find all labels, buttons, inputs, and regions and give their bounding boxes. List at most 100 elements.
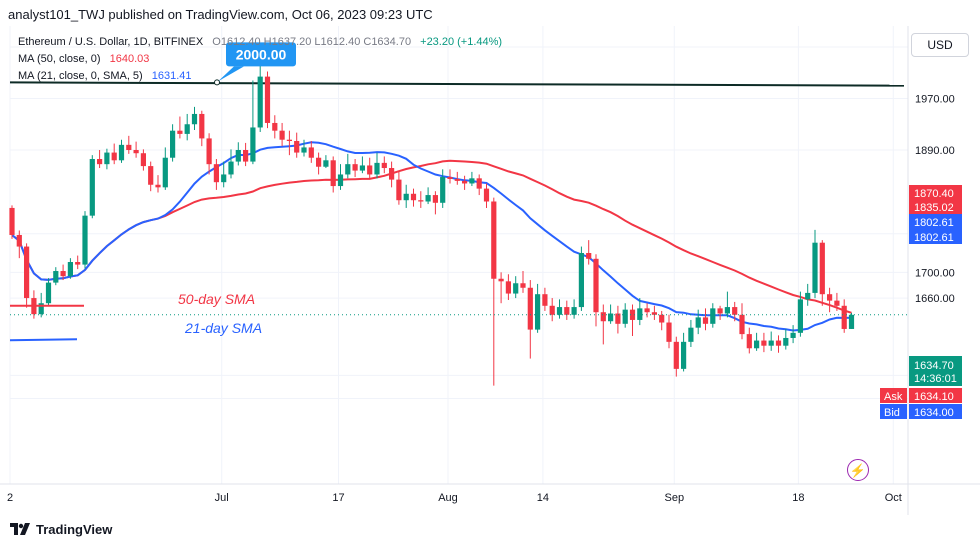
candle-body	[352, 164, 358, 171]
x-tick-label: 18	[792, 492, 804, 504]
candle-body	[629, 309, 636, 320]
legend-ma50-row[interactable]: MA (50, close, 0) 1640.03	[18, 51, 502, 68]
candle-body	[710, 308, 716, 324]
candle-body	[702, 317, 709, 324]
candle-body	[505, 281, 511, 294]
sma21-marker-segment	[9, 338, 78, 342]
candle-body	[337, 174, 344, 187]
price-tag-label: 1870.40	[914, 188, 954, 200]
candle-body	[323, 160, 329, 167]
change-value: +23.20 (+1.44%)	[420, 36, 503, 48]
candle-body	[301, 147, 307, 153]
candle-body	[783, 337, 789, 346]
candle-body	[651, 312, 657, 315]
candle-body	[45, 282, 52, 304]
candle-body	[586, 253, 592, 259]
candle-body	[359, 165, 365, 171]
callout-pointer	[218, 66, 244, 82]
candle-body	[520, 283, 526, 288]
candle-body	[67, 262, 73, 277]
chart-frame[interactable]: 2050.001970.001890.001760.001700.001660.…	[0, 26, 980, 515]
candle-body	[53, 271, 59, 283]
candle-body	[330, 160, 336, 187]
price-tag	[909, 185, 962, 200]
candle-body	[294, 140, 300, 153]
candle-body	[264, 76, 271, 123]
candle-body	[133, 150, 139, 154]
candle-body	[235, 150, 241, 162]
callout-label: 2000.00	[236, 46, 287, 62]
candle-body	[213, 164, 219, 183]
annotation-21-day-sma: 21-day SMA	[184, 320, 262, 336]
candle-body	[834, 300, 840, 306]
candle-body	[600, 312, 606, 322]
candle-body	[498, 278, 504, 282]
price-tag	[909, 229, 962, 244]
candle-body	[622, 309, 628, 324]
candle-body	[97, 159, 103, 165]
ma21-value: 1631.41	[151, 70, 192, 82]
x-tick-label: 2	[7, 492, 13, 504]
candle-body	[608, 313, 614, 322]
currency-selector[interactable]: USD	[911, 33, 969, 57]
tradingview-logo-icon	[10, 523, 30, 535]
candle-body	[374, 162, 380, 175]
x-tick-label: Aug	[438, 492, 458, 504]
candle-body	[527, 287, 533, 330]
candle-body	[819, 242, 825, 295]
candle-body	[272, 122, 278, 131]
candle-body	[688, 327, 694, 342]
candle-body	[644, 308, 650, 313]
y-tick-label: 1660.00	[915, 293, 955, 305]
candle-body	[199, 113, 205, 139]
sma50-line	[11, 159, 852, 314]
x-tick-label: Jul	[215, 492, 229, 504]
ma50-label: MA (50, close, 0)	[18, 53, 101, 65]
candle-body	[345, 164, 351, 175]
candle-body	[24, 246, 30, 299]
price-tag-label: 1835.02	[914, 202, 954, 214]
brand-name: TradingView	[36, 521, 113, 537]
candle-body	[118, 144, 125, 161]
candle-body	[155, 184, 161, 188]
candle-body	[432, 195, 438, 203]
candle-body	[447, 177, 453, 179]
candle-body	[162, 157, 168, 188]
candle-body	[746, 334, 752, 349]
quote-tag-value	[909, 388, 962, 403]
candle-body	[564, 307, 570, 315]
candle-body	[681, 341, 687, 369]
candle-body	[790, 332, 796, 338]
candle-body	[177, 130, 183, 134]
quote-tag-name	[880, 404, 907, 419]
x-tick-label: Sep	[665, 492, 685, 504]
candle-body	[440, 177, 446, 203]
candle-body	[549, 305, 555, 315]
candle-body	[827, 294, 833, 301]
candle-body	[462, 180, 468, 184]
candle-body	[535, 294, 541, 330]
quote-tag-value	[909, 404, 962, 419]
candlestick-chart[interactable]: 2050.001970.001890.001760.001700.001660.…	[0, 26, 980, 515]
candle-body	[797, 299, 803, 333]
candle-body	[111, 152, 117, 161]
candle-body	[739, 314, 745, 335]
last-price-label: 1634.70	[914, 360, 954, 372]
candle-body	[491, 201, 497, 279]
lightning-icon[interactable]: ⚡	[847, 459, 869, 481]
quote-tag-value-label: 1634.00	[914, 407, 954, 419]
candle-body	[148, 166, 154, 185]
candle-body	[89, 159, 95, 216]
candle-body	[476, 178, 482, 189]
candle-body	[578, 253, 584, 308]
legend-ma21-row[interactable]: MA (21, close, 0, SMA, 5) 1631.41	[18, 68, 502, 85]
symbol-label[interactable]: Ethereum / U.S. Dollar, 1D, BITFINEX	[18, 36, 204, 48]
candle-body	[60, 271, 66, 277]
ma50-value: 1640.03	[109, 53, 150, 65]
quote-tag-name-label: Bid	[884, 407, 900, 419]
candle-body	[316, 157, 322, 167]
x-tick-label: 17	[332, 492, 344, 504]
ma21-label: MA (21, close, 0, SMA, 5)	[18, 70, 143, 82]
sma21-line	[11, 141, 852, 332]
quote-tag-name	[880, 388, 907, 403]
